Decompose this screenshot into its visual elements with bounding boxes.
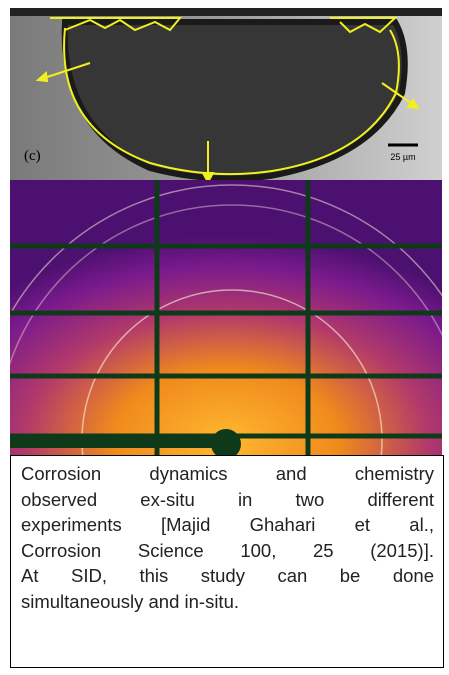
micrograph: (c) 25 µm: [10, 8, 442, 185]
caption-line: observed ex-situ in two different: [21, 488, 434, 510]
figure: (c) 25 µm: [10, 8, 442, 455]
caption-line: experiments [Majid Ghahari et al.,: [21, 514, 434, 535]
caption-line: At SID, this study can be done: [21, 565, 434, 586]
caption-line: Corrosion dynamics and chemistry: [21, 463, 434, 484]
caption: Corrosion dynamics and chemistry observe…: [10, 455, 444, 668]
diffraction-image: [10, 180, 442, 455]
caption-line: Corrosion Science 100, 25 (2015)].: [21, 539, 434, 561]
caption-line: simultaneously and in-situ.: [21, 590, 239, 612]
scale-bar: 25 µm: [390, 152, 415, 162]
panel-label: (c): [24, 148, 41, 164]
